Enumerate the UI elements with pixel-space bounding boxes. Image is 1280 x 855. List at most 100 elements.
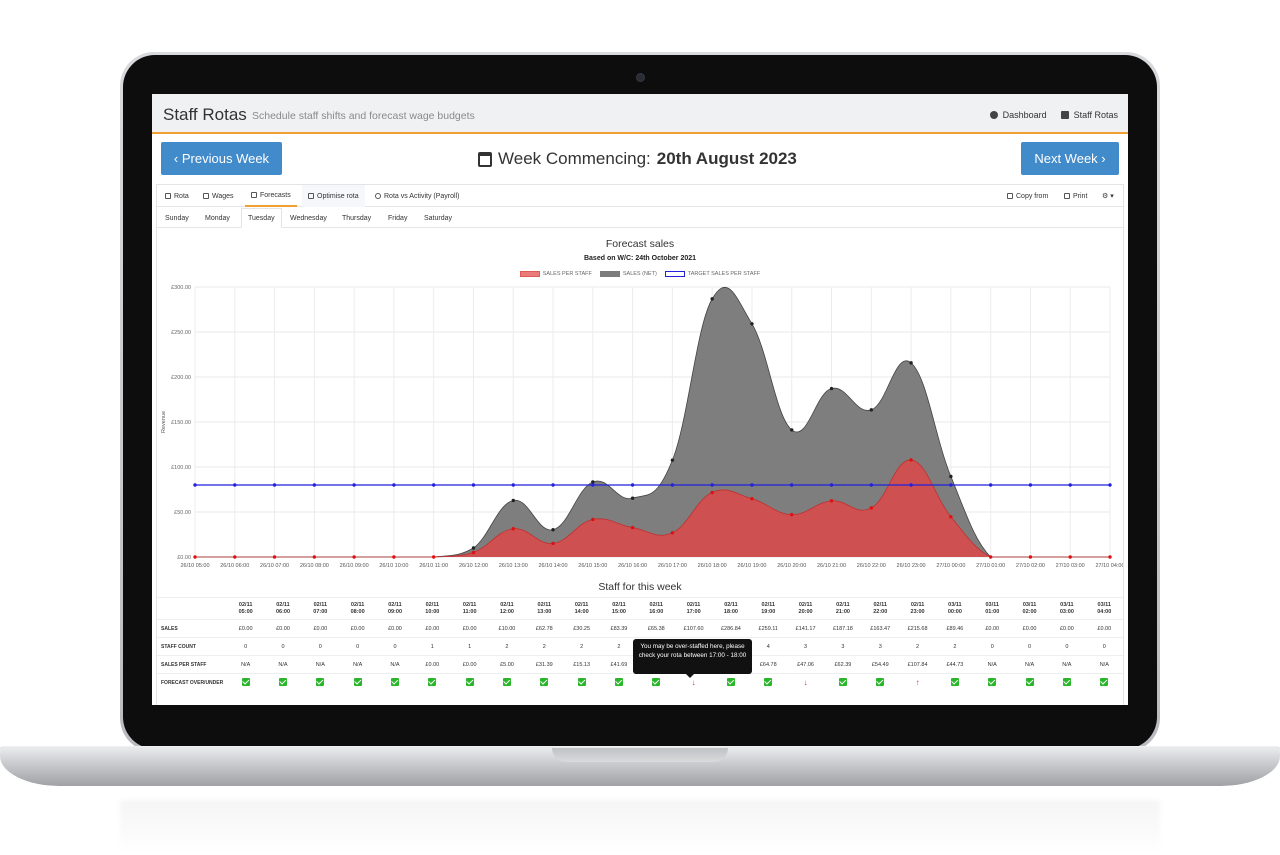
tab-optimise[interactable]: Optimise rota	[302, 185, 365, 207]
tab-day-sunday[interactable]: Sunday	[165, 214, 189, 222]
next-week-button[interactable]: Next Week ›	[1021, 142, 1119, 175]
tab-wages[interactable]: Wages	[197, 185, 240, 207]
status-cell	[488, 673, 526, 692]
y-axis-label: Revenue	[161, 411, 167, 433]
check-icon[interactable]	[540, 677, 549, 686]
main-panel: Rota Wages Forecasts Optimise rota Rota …	[156, 184, 1124, 705]
data-point	[909, 458, 913, 462]
week-label: Week Commencing:	[498, 149, 651, 168]
table-row: FORECAST OVER/UNDER ↓ ↓ ↑	[157, 673, 1123, 692]
tab-rota-vs-activity[interactable]: Rota vs Activity (Payroll)	[369, 185, 465, 207]
column-header: 02/11 22:00	[861, 597, 899, 620]
tab-forecasts[interactable]: Forecasts	[245, 185, 297, 207]
check-icon[interactable]	[614, 677, 623, 686]
previous-week-label: Previous Week	[181, 151, 270, 166]
data-point	[630, 525, 635, 530]
table-cell: 0	[1085, 637, 1123, 656]
x-tick-label: 26/10 15:00	[578, 563, 607, 569]
check-icon[interactable]	[316, 677, 325, 686]
settings-dropdown[interactable]: ⚙ ▾	[1102, 185, 1114, 207]
status-cell	[600, 673, 638, 692]
tab-day-monday[interactable]: Monday	[205, 214, 230, 222]
tab-day-friday[interactable]: Friday	[388, 214, 408, 222]
legend-item[interactable]: TARGET SALES PER STAFF	[664, 271, 760, 277]
camera-icon	[636, 73, 645, 82]
tab-rota[interactable]: Rota	[159, 185, 195, 207]
table-cell: £107.60	[674, 619, 713, 638]
table-cell: £0.00	[1085, 619, 1123, 638]
tab-day-wednesday[interactable]: Wednesday	[290, 214, 327, 222]
check-icon[interactable]	[577, 677, 586, 686]
table-cell: 2	[600, 637, 638, 656]
check-icon[interactable]	[1100, 677, 1109, 686]
data-point	[829, 386, 834, 391]
check-icon[interactable]	[278, 677, 287, 686]
tab-day-thursday[interactable]: Thursday	[342, 214, 372, 222]
check-icon[interactable]	[390, 677, 399, 686]
copy-from-button[interactable]: Copy from	[1007, 185, 1048, 207]
data-point	[829, 499, 834, 503]
week-date: 20th August 2023	[656, 149, 797, 168]
data-point	[272, 483, 277, 487]
check-icon[interactable]	[465, 677, 474, 686]
top-nav: Dashboard Staff Rotas	[989, 110, 1118, 120]
data-point	[431, 555, 436, 559]
status-cell	[1048, 673, 1086, 692]
check-icon[interactable]	[1062, 677, 1071, 686]
status-cell	[264, 673, 302, 692]
data-point	[670, 531, 675, 535]
legend-item[interactable]: SALES PER STAFF	[519, 271, 592, 277]
table-cell: £141.17	[786, 619, 825, 638]
data-point	[790, 428, 794, 432]
data-point	[471, 483, 476, 487]
series-area-1	[195, 287, 1110, 557]
check-icon[interactable]	[502, 677, 511, 686]
data-point	[988, 483, 993, 487]
check-icon[interactable]	[726, 677, 735, 686]
column-header: 02/11 18:00	[712, 597, 750, 620]
nav-staff-rotas[interactable]: Staff Rotas	[1060, 110, 1118, 120]
tab-rota-vs-label: Rota vs Activity (Payroll)	[384, 192, 460, 200]
nav-dashboard[interactable]: Dashboard	[989, 110, 1047, 120]
check-icon[interactable]	[950, 677, 959, 686]
check-icon[interactable]	[1025, 677, 1034, 686]
table-cell: £0.00	[264, 619, 302, 638]
previous-week-button[interactable]: ‹ Previous Week	[161, 142, 282, 175]
check-icon[interactable]	[838, 677, 847, 686]
column-header: 03/11 01:00	[973, 597, 1011, 620]
legend-item[interactable]: SALES (NET)	[599, 271, 657, 277]
x-tick-label: 26/10 07:00	[260, 563, 289, 569]
table-cell: £41.69	[600, 655, 638, 674]
column-header: 03/11 04:00	[1085, 597, 1123, 620]
tab-wages-label: Wages	[212, 192, 234, 200]
data-point	[193, 483, 197, 487]
column-header: 02/11 13:00	[525, 597, 563, 620]
print-button[interactable]: Print	[1064, 185, 1087, 207]
check-icon[interactable]	[988, 677, 997, 686]
arrow-down-icon[interactable]: ↓	[803, 678, 808, 688]
data-point	[272, 555, 277, 559]
line-chart-icon	[308, 193, 314, 199]
y-tick-label: £200.00	[171, 375, 191, 381]
check-icon[interactable]	[876, 677, 885, 686]
tab-day-tuesday[interactable]: Tuesday	[241, 208, 282, 228]
check-icon[interactable]	[353, 677, 362, 686]
x-tick-label: 26/10 23:00	[897, 563, 926, 569]
data-point	[829, 483, 834, 487]
table-cell: £0.00	[413, 655, 451, 674]
check-icon[interactable]	[764, 677, 773, 686]
arrow-up-icon[interactable]: ↑	[915, 678, 920, 688]
data-point	[949, 515, 953, 519]
arrow-down-icon[interactable]: ↓	[691, 678, 696, 688]
check-icon[interactable]	[652, 677, 661, 686]
status-cell: ↑	[898, 673, 937, 692]
column-header: 03/11 02:00	[1010, 597, 1049, 620]
table-cell: 0	[973, 637, 1011, 656]
x-tick-label: 26/10 08:00	[300, 563, 329, 569]
x-tick-label: 27/10 01:00	[976, 563, 1005, 569]
calendar-icon	[478, 151, 492, 167]
tab-day-saturday[interactable]: Saturday	[424, 214, 453, 222]
check-icon[interactable]	[241, 677, 250, 686]
calendar-icon	[165, 193, 171, 199]
check-icon[interactable]	[428, 677, 437, 686]
